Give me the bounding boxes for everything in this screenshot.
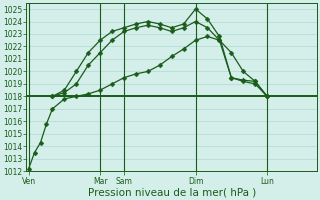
X-axis label: Pression niveau de la mer( hPa ): Pression niveau de la mer( hPa ): [88, 187, 256, 197]
